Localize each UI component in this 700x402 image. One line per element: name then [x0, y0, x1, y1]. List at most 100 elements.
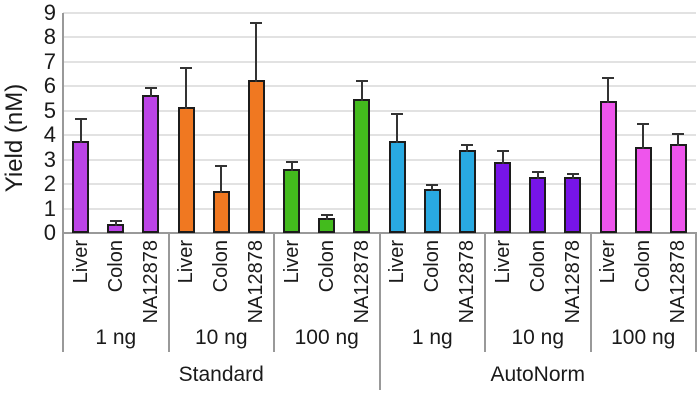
group-separator: [273, 233, 275, 352]
bar-standard-100ng-na12878: [353, 99, 370, 233]
error-bar-cap-standard-100ng-liver: [286, 161, 298, 164]
error-bar-standard-1ng-liver: [80, 119, 82, 143]
group-separator: [484, 233, 486, 352]
error-bar-cap-autonorm-100ng-colon: [637, 123, 649, 126]
sample-label: Liver: [175, 240, 197, 284]
sample-label: Colon: [105, 240, 127, 293]
gridline: [63, 36, 696, 39]
condition-label: AutoNorm: [490, 363, 586, 386]
bar-autonorm-10ng-colon: [529, 177, 546, 233]
y-tick-label: 1: [43, 195, 56, 221]
y-tick-label: 3: [43, 146, 56, 172]
group-separator: [695, 233, 697, 352]
error-bar-autonorm-10ng-liver: [502, 151, 504, 164]
y-axis-line: [62, 13, 64, 233]
group-separator: [589, 233, 592, 352]
error-bar-cap-autonorm-1ng-na12878: [461, 144, 473, 146]
sample-label: Colon: [421, 240, 443, 293]
condition-label: Standard: [178, 363, 264, 386]
bar-standard-1ng-na12878: [142, 95, 159, 233]
gridline: [63, 109, 696, 112]
bar-standard-10ng-liver: [178, 107, 195, 233]
bar-autonorm-1ng-liver: [389, 141, 406, 233]
condition-separator: [378, 233, 381, 390]
error-bar-cap-autonorm-1ng-liver: [391, 113, 403, 116]
error-bar-standard-10ng-na12878: [255, 22, 257, 82]
gridline: [63, 158, 696, 161]
amount-label: 1 ng: [411, 326, 453, 349]
error-bar-standard-1ng-colon: [115, 220, 117, 226]
y-tick-label: 6: [43, 73, 56, 99]
sample-label: NA12878: [245, 240, 267, 324]
error-bar-cap-standard-100ng-colon: [321, 214, 333, 217]
gridline: [63, 183, 696, 186]
y-tick-label: 2: [43, 171, 56, 197]
sample-label: NA12878: [562, 240, 584, 324]
error-bar-standard-1ng-na12878: [150, 87, 152, 97]
bar-autonorm-1ng-na12878: [459, 150, 476, 233]
y-tick-label: 9: [43, 0, 56, 25]
sample-label: Liver: [386, 240, 408, 284]
y-tick-label: 7: [43, 48, 56, 74]
error-bar-cap-autonorm-10ng-na12878: [567, 173, 579, 176]
sample-label: NA12878: [140, 240, 162, 324]
amount-label: 10 ng: [511, 326, 565, 349]
gridline: [63, 60, 696, 63]
error-bar-autonorm-1ng-liver: [396, 114, 398, 143]
error-bar-autonorm-10ng-colon: [537, 171, 539, 179]
error-bar-cap-standard-10ng-liver: [180, 67, 192, 69]
error-bar-cap-autonorm-10ng-liver: [497, 150, 509, 153]
gridline: [63, 12, 696, 14]
bar-autonorm-10ng-na12878: [564, 177, 581, 233]
error-bar-standard-100ng-colon: [326, 215, 328, 220]
error-bar-autonorm-100ng-colon: [642, 124, 644, 149]
sample-label: Colon: [210, 240, 232, 293]
group-separator: [167, 233, 170, 352]
sample-label: Colon: [527, 240, 549, 293]
sample-label: Liver: [492, 240, 514, 284]
bar-autonorm-10ng-liver: [494, 162, 511, 233]
error-bar-autonorm-100ng-na12878: [677, 134, 679, 146]
error-bar-cap-standard-100ng-na12878: [356, 80, 368, 83]
gridline: [63, 134, 696, 137]
bar-standard-1ng-liver: [72, 141, 89, 233]
y-tick-label: 4: [43, 122, 56, 148]
sample-label: NA12878: [456, 240, 478, 324]
error-bar-cap-autonorm-1ng-colon: [426, 184, 438, 187]
error-bar-standard-10ng-liver: [185, 68, 187, 109]
error-bar-autonorm-10ng-na12878: [572, 174, 574, 179]
error-bar-cap-standard-10ng-colon: [215, 164, 227, 167]
y-tick-label: 0: [43, 220, 56, 245]
error-bar-standard-100ng-liver: [291, 162, 293, 171]
error-bar-cap-standard-1ng-liver: [75, 118, 87, 121]
bar-standard-10ng-na12878: [248, 80, 265, 233]
sample-label: Liver: [281, 240, 303, 284]
amount-label: 100 ng: [611, 326, 676, 349]
error-bar-cap-standard-1ng-na12878: [145, 86, 157, 89]
sample-label: Colon: [632, 240, 654, 293]
error-bar-cap-standard-10ng-na12878: [250, 21, 262, 24]
group-separator: [62, 233, 64, 352]
sample-label: Liver: [597, 240, 619, 284]
sample-label: Colon: [316, 240, 338, 293]
bar-autonorm-100ng-na12878: [670, 144, 687, 233]
bar-standard-100ng-liver: [283, 169, 300, 233]
error-bar-standard-10ng-colon: [220, 165, 222, 193]
error-bar-standard-100ng-na12878: [361, 81, 363, 101]
error-bar-autonorm-100ng-liver: [607, 77, 609, 103]
sample-label: NA12878: [667, 240, 689, 324]
sample-label: NA12878: [351, 240, 373, 324]
bar-autonorm-100ng-colon: [635, 147, 652, 233]
gridline: [63, 85, 696, 88]
bar-autonorm-100ng-liver: [600, 101, 617, 233]
amount-label: 10 ng: [194, 326, 248, 349]
error-bar-cap-autonorm-10ng-colon: [532, 170, 544, 173]
bar-standard-10ng-colon: [213, 191, 230, 233]
error-bar-cap-autonorm-100ng-na12878: [672, 133, 684, 135]
error-bar-cap-standard-1ng-colon: [110, 219, 122, 222]
gridline: [63, 207, 696, 210]
y-tick-label: 8: [43, 24, 56, 50]
bar-standard-100ng-colon: [318, 218, 335, 233]
bar-autonorm-1ng-colon: [424, 189, 441, 233]
